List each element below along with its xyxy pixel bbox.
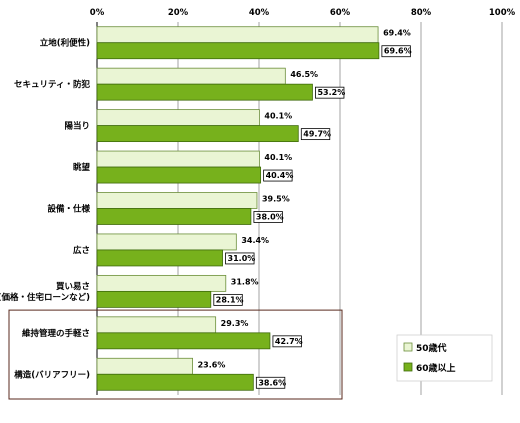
- bar-50s: [96, 109, 260, 127]
- value-label: 40.1%: [264, 153, 292, 162]
- bar-60-plus: [96, 166, 262, 184]
- category-label: 陽当り: [64, 121, 90, 132]
- value-label: 69.4%: [383, 29, 411, 38]
- value-label-box: [300, 128, 331, 141]
- value-label: 40.4%: [266, 171, 294, 180]
- value-label-box: [213, 293, 243, 306]
- category-label: 広さ: [73, 245, 90, 256]
- x-tick-label: 40%: [249, 8, 270, 18]
- x-tick-label: 0%: [90, 8, 105, 18]
- value-label: 53.2%: [317, 88, 345, 97]
- category-label-line: 構造(バリアフリー): [14, 369, 90, 380]
- category-label: 維持管理の手軽さ: [22, 328, 90, 339]
- value-label-box: [263, 169, 293, 182]
- category-label-line: 買い易さ: [56, 281, 90, 292]
- value-label: 49.7%: [303, 130, 331, 139]
- value-label: 69.6%: [384, 47, 412, 56]
- category-label: 設備・仕様: [47, 204, 90, 215]
- value-label: 39.5%: [262, 195, 290, 204]
- category-label-line: 維持管理の手軽さ: [22, 328, 90, 339]
- bar-60-plus: [96, 42, 380, 60]
- value-label: 29.3%: [221, 319, 249, 328]
- bar-50s: [96, 274, 227, 292]
- value-label: 38.0%: [256, 213, 284, 222]
- value-label: 23.6%: [198, 360, 226, 369]
- x-tick-label: 60%: [330, 8, 351, 18]
- value-label: 28.1%: [216, 295, 244, 304]
- bar-60-plus: [96, 83, 313, 101]
- x-tick-label: 100%: [489, 8, 516, 18]
- value-label-box: [255, 376, 286, 389]
- category-label: 立地(利便性): [40, 38, 90, 49]
- category-label-line: (価格・住宅ローンなど): [0, 292, 90, 303]
- value-label: 42.7%: [275, 337, 303, 346]
- legend-label: 50歳代: [416, 342, 447, 354]
- highlight-box: [8, 309, 343, 400]
- category-label-line: 広さ: [73, 245, 90, 256]
- legend-label: 60歳以上: [416, 362, 456, 374]
- legend-swatch-50s: [403, 342, 413, 352]
- value-label: 31.8%: [231, 277, 259, 286]
- bar-50s: [96, 357, 193, 375]
- legend-box: [396, 334, 493, 382]
- category-label-line: セキュリティ・防犯: [14, 79, 90, 90]
- bar-50s: [96, 67, 286, 85]
- category-label-line: 眺望: [73, 162, 91, 173]
- category-label-line: 立地(利便性): [40, 38, 90, 49]
- legend-swatch-60-plus: [403, 362, 413, 372]
- value-label: 38.6%: [258, 378, 286, 387]
- category-label-line: 陽当り: [64, 121, 90, 132]
- category-label: 眺望: [73, 162, 91, 173]
- bar-60-plus: [96, 208, 252, 225]
- value-label: 46.5%: [290, 70, 318, 79]
- bar-50s: [96, 192, 258, 209]
- bar-50s: [96, 150, 260, 168]
- value-label-box: [272, 335, 302, 348]
- category-label: 構造(バリアフリー): [14, 369, 90, 380]
- value-label-box: [315, 86, 345, 99]
- category-label-line: 設備・仕様: [47, 204, 90, 215]
- bar-60-plus: [96, 373, 254, 391]
- x-tick-label: 20%: [168, 8, 189, 18]
- value-label: 31.0%: [228, 254, 256, 263]
- value-label-box: [225, 252, 255, 265]
- bar-50s: [96, 316, 217, 334]
- bar-60-plus: [96, 290, 212, 308]
- x-tick-label: 80%: [411, 8, 432, 18]
- value-label: 34.4%: [241, 236, 269, 245]
- bar-50s: [96, 233, 237, 251]
- category-label: 買い易さ(価格・住宅ローンなど): [0, 281, 90, 303]
- value-label: 40.1%: [264, 112, 292, 121]
- bar-60-plus: [96, 332, 271, 350]
- bar-60-plus: [96, 125, 299, 143]
- value-label-box: [381, 45, 411, 58]
- value-label-box: [253, 211, 283, 223]
- bar-60-plus: [96, 249, 223, 267]
- category-label: セキュリティ・防犯: [14, 79, 90, 90]
- bar-50s: [96, 26, 379, 44]
